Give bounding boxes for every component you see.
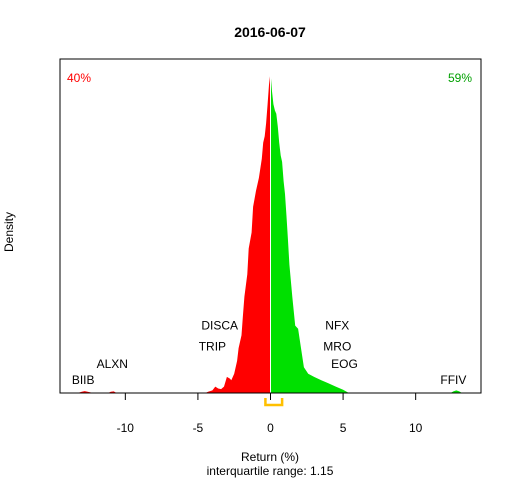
- x-tick-label: 0: [267, 421, 274, 435]
- negative-density-area: [77, 72, 271, 393]
- annotation-mro: MRO: [323, 340, 351, 354]
- x-axis-label: Return (%): [241, 450, 299, 464]
- x-tick-label: 10: [409, 421, 423, 435]
- annotation-alxn: ALXN: [97, 357, 128, 371]
- positive-percentage: 59%: [448, 71, 472, 85]
- x-tick-label: 5: [340, 421, 347, 435]
- x-tick-label: -10: [117, 421, 135, 435]
- y-axis-label: Density: [2, 212, 16, 252]
- negative-percentage: 40%: [67, 71, 91, 85]
- annotation-ffiv: FFIV: [440, 373, 466, 387]
- annotation-biib: BIIB: [72, 373, 95, 387]
- iqr-bracket: [264, 398, 284, 407]
- annotation-trip: TRIP: [199, 340, 226, 354]
- x-tick-label: -5: [193, 421, 204, 435]
- annotation-eog: EOG: [331, 357, 358, 371]
- annotation-nfx: NFX: [325, 319, 349, 333]
- positive-density-area: [270, 72, 463, 393]
- annotation-disca: DISCA: [201, 319, 238, 333]
- chart-title: 2016-06-07: [234, 24, 306, 40]
- x-axis: -10 -5 0 5 10: [117, 393, 423, 435]
- iqr-subtitle: interquartile range: 1.15: [207, 464, 334, 478]
